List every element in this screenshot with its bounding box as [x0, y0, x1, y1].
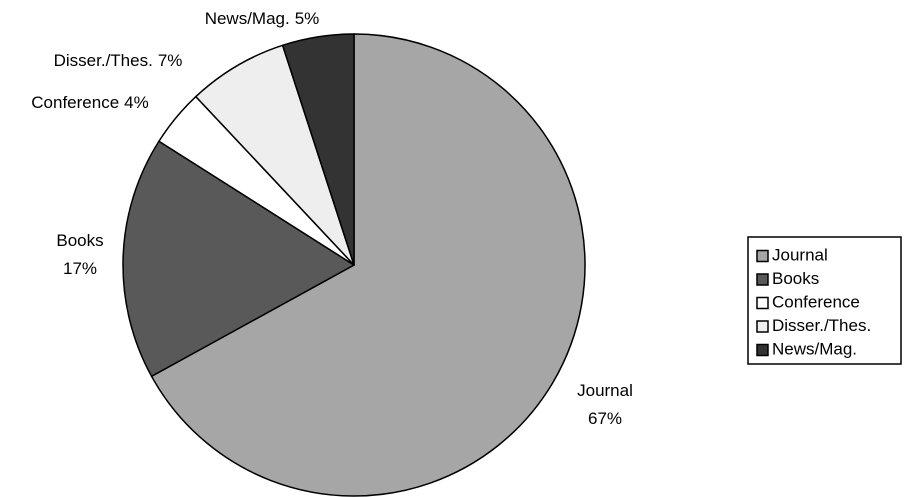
- legend-label: Books: [772, 269, 819, 288]
- data-label: Books 17%: [56, 231, 103, 278]
- pie-slice: [150, 33, 586, 497]
- pie-slice: [281, 33, 355, 266]
- data-labels: Journal 67% Books 17% Conference 4% Disser./Th…: [31, 9, 633, 428]
- label-value: 67%: [588, 409, 622, 428]
- legend: Journal Books Conference Disser./Thes. News/…: [756, 245, 871, 358]
- label-category: Books: [56, 231, 103, 250]
- label-value: 5%: [295, 9, 320, 28]
- data-label: Conference 4%: [31, 93, 148, 112]
- label-category: Disser./Thes.: [54, 51, 153, 70]
- legend-label: News/Mag.: [772, 339, 857, 358]
- legend-swatch: [756, 296, 769, 310]
- label-value: 17%: [63, 259, 97, 278]
- data-label: News/Mag. 5%: [205, 9, 320, 28]
- label-category: Journal: [577, 381, 633, 400]
- legend-label: Journal: [772, 245, 828, 264]
- legend-label: Conference: [772, 292, 860, 311]
- label-category: News/Mag.: [205, 9, 290, 28]
- label-value: 4%: [124, 93, 149, 112]
- pie-slice: [194, 44, 355, 266]
- pie-slice: [122, 140, 356, 378]
- legend-swatch: [756, 320, 769, 333]
- legend-label: Disser./Thes.: [772, 316, 871, 335]
- legend-swatch: [756, 249, 769, 263]
- legend-swatch: [756, 343, 769, 357]
- data-label: Journal 67%: [577, 381, 633, 428]
- legend-swatch: [756, 273, 769, 286]
- data-label: Disser./Thes. 7%: [54, 51, 183, 70]
- label-value: 7%: [158, 51, 183, 70]
- pie: [122, 33, 586, 497]
- legend-box: [747, 236, 902, 365]
- label-category: Conference: [31, 93, 119, 112]
